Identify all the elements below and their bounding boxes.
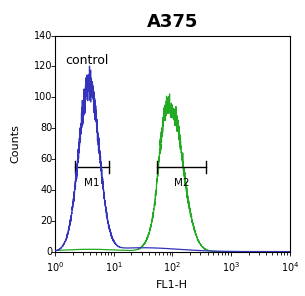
Text: 40: 40 bbox=[40, 185, 52, 195]
Text: 140: 140 bbox=[34, 30, 52, 41]
X-axis label: FL1-H: FL1-H bbox=[156, 280, 188, 290]
Text: control: control bbox=[66, 54, 109, 67]
Text: 100: 100 bbox=[34, 92, 52, 102]
Text: 80: 80 bbox=[40, 123, 52, 133]
Text: 120: 120 bbox=[34, 61, 52, 71]
Text: M1: M1 bbox=[84, 178, 100, 187]
Text: 60: 60 bbox=[40, 154, 52, 164]
Y-axis label: Counts: Counts bbox=[11, 124, 21, 163]
Text: 0: 0 bbox=[46, 247, 52, 257]
Title: A375: A375 bbox=[147, 13, 198, 31]
Text: M2: M2 bbox=[174, 178, 189, 187]
Text: 20: 20 bbox=[40, 216, 52, 226]
